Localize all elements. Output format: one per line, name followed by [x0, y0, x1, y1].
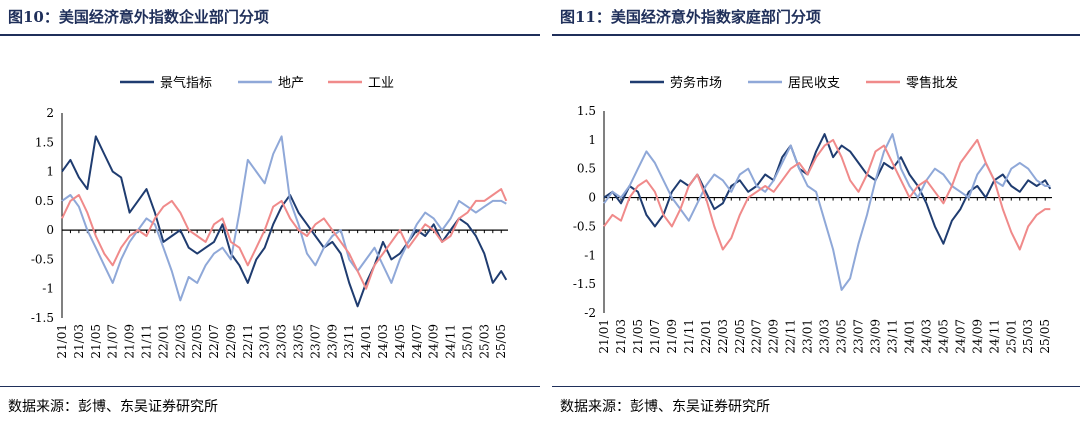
y-tick-label: 1: [588, 133, 596, 147]
x-tick-label: 23/11: [342, 324, 356, 359]
x-tick-label: 22/09: [224, 324, 238, 359]
x-tick-label: 23/03: [275, 324, 289, 359]
series-line-2: [61, 135, 507, 302]
x-tick-label: 21/09: [665, 319, 679, 354]
x-tick-label: 22/07: [207, 324, 221, 359]
x-tick-label: 24/07: [953, 319, 967, 354]
chart-title: 图10：美国经济意外指数企业部门分项: [8, 8, 269, 26]
y-tick-label: 1.5: [35, 135, 54, 149]
x-tick-label: 21/01: [55, 324, 69, 359]
legend-label: 零售批发: [906, 75, 958, 91]
legend-label: 地产: [278, 76, 304, 91]
series-line-1: [603, 133, 1052, 245]
x-tick-label: 21/05: [89, 324, 103, 359]
y-tick-label: -0.5: [31, 252, 54, 266]
x-tick-label: 23/09: [869, 319, 883, 354]
x-tick-label: 24/11: [987, 319, 1001, 354]
legend-label: 工业: [368, 76, 394, 91]
y-tick-label: 1.5: [577, 104, 596, 118]
x-tick-label: 24/03: [919, 319, 933, 354]
legend-label: 劳务市场: [670, 75, 722, 91]
x-tick-label: 23/11: [885, 319, 899, 354]
x-tick-label: 24/11: [444, 324, 458, 359]
y-tick-label: -1: [584, 248, 596, 262]
y-tick-label: 2: [46, 106, 54, 120]
y-tick-label: -1: [42, 282, 54, 296]
x-tick-label: 25/03: [477, 324, 491, 359]
x-tick-label: 21/03: [72, 324, 86, 359]
series-line-3: [603, 138, 1051, 251]
x-tick-label: 21/11: [139, 324, 153, 359]
x-tick-label: 23/09: [325, 324, 339, 359]
x-tick-label: 23/05: [835, 319, 849, 354]
x-tick-label: 24/09: [970, 319, 984, 354]
x-tick-label: 21/01: [597, 319, 611, 354]
x-tick-label: 22/05: [733, 319, 747, 354]
right-chart: 1.5 1 0.5 0 -0.5 -1 -1.5 -221/01 21/03 21/05 21/07…: [573, 75, 1052, 354]
x-tick-label: 22/11: [784, 319, 798, 354]
x-tick-label: 25/03: [1021, 319, 1035, 354]
x-tick-label: 22/03: [173, 324, 187, 359]
x-tick-label: 23/03: [818, 319, 832, 354]
x-tick-label: 23/07: [852, 319, 866, 354]
x-tick-label: 25/05: [494, 324, 508, 359]
x-tick-label: 25/05: [1038, 319, 1052, 354]
x-tick-label: 23/05: [292, 324, 306, 359]
y-tick-label: -1.5: [573, 277, 596, 291]
y-tick-label: 1: [46, 165, 54, 179]
source-rule: [0, 386, 540, 387]
x-tick-label: 22/05: [190, 324, 204, 359]
title-rule: [0, 34, 540, 36]
legend-label: 居民收支: [788, 76, 840, 91]
chart-title: 图11：美国经济意外指数家庭部门分项: [560, 8, 821, 26]
x-tick-label: 22/07: [750, 319, 764, 354]
source-rule: [552, 386, 1080, 387]
series-line-1: [61, 135, 508, 308]
x-tick-label: 24/01: [359, 324, 373, 359]
left-chart: 21.510.50-0.5-1-1.521/01 21/03 21/05 21/07 2…: [31, 75, 508, 359]
y-tick-label: 0.5: [577, 162, 596, 176]
right-chart-panel: 图11：美国经济意外指数家庭部门分项 1.5 1 0.5 0 -0.5 -1 -1.5 -2 2…: [552, 0, 1080, 422]
x-tick-label: 23/01: [801, 319, 815, 354]
y-tick-label: 0.5: [35, 194, 54, 208]
x-tick-label: 22/03: [716, 319, 730, 354]
left-chart-panel: 图10：美国经济意外指数企业部门分项 2 1.5 1 0.5 0 -0.5 -1 -1.5 21…: [0, 8, 540, 415]
y-tick-label: -0.5: [573, 219, 596, 233]
y-tick-label: 0: [46, 223, 54, 237]
source-note: 数据来源：彭博、东吴证券研究所: [8, 399, 218, 415]
x-tick-label: 23/01: [258, 324, 272, 359]
x-tick-label: 25/01: [1004, 319, 1018, 354]
x-tick-label: 24/01: [902, 319, 916, 354]
x-tick-label: 24/03: [376, 324, 390, 359]
source-note: 数据来源：彭博、东吴证券研究所: [560, 399, 770, 415]
y-tick-label: -2: [584, 306, 596, 320]
x-tick-label: 22/11: [241, 324, 255, 359]
x-tick-label: 24/05: [393, 324, 407, 359]
x-tick-label: 21/05: [631, 319, 645, 354]
x-tick-label: 21/07: [106, 324, 120, 359]
x-tick-label: 25/01: [460, 324, 474, 359]
x-tick-label: 24/05: [936, 319, 950, 354]
x-tick-label: 22/01: [156, 324, 170, 359]
series-line-3: [61, 188, 508, 290]
title-rule: [552, 34, 1080, 36]
x-tick-label: 21/09: [123, 324, 137, 359]
y-tick-label: 0: [588, 191, 596, 205]
x-tick-label: 23/07: [308, 324, 322, 359]
x-tick-label: 22/09: [767, 319, 781, 354]
x-tick-label: 21/11: [682, 319, 696, 354]
legend-label: 景气指标: [160, 75, 212, 91]
x-tick-label: 21/07: [648, 319, 662, 354]
x-tick-label: 21/03: [614, 319, 628, 354]
x-tick-label: 24/07: [410, 324, 424, 359]
series-line-2: [603, 133, 1051, 291]
x-tick-label: 22/01: [699, 319, 713, 354]
y-tick-label: -1.5: [31, 311, 54, 325]
x-tick-label: 24/09: [427, 324, 441, 359]
